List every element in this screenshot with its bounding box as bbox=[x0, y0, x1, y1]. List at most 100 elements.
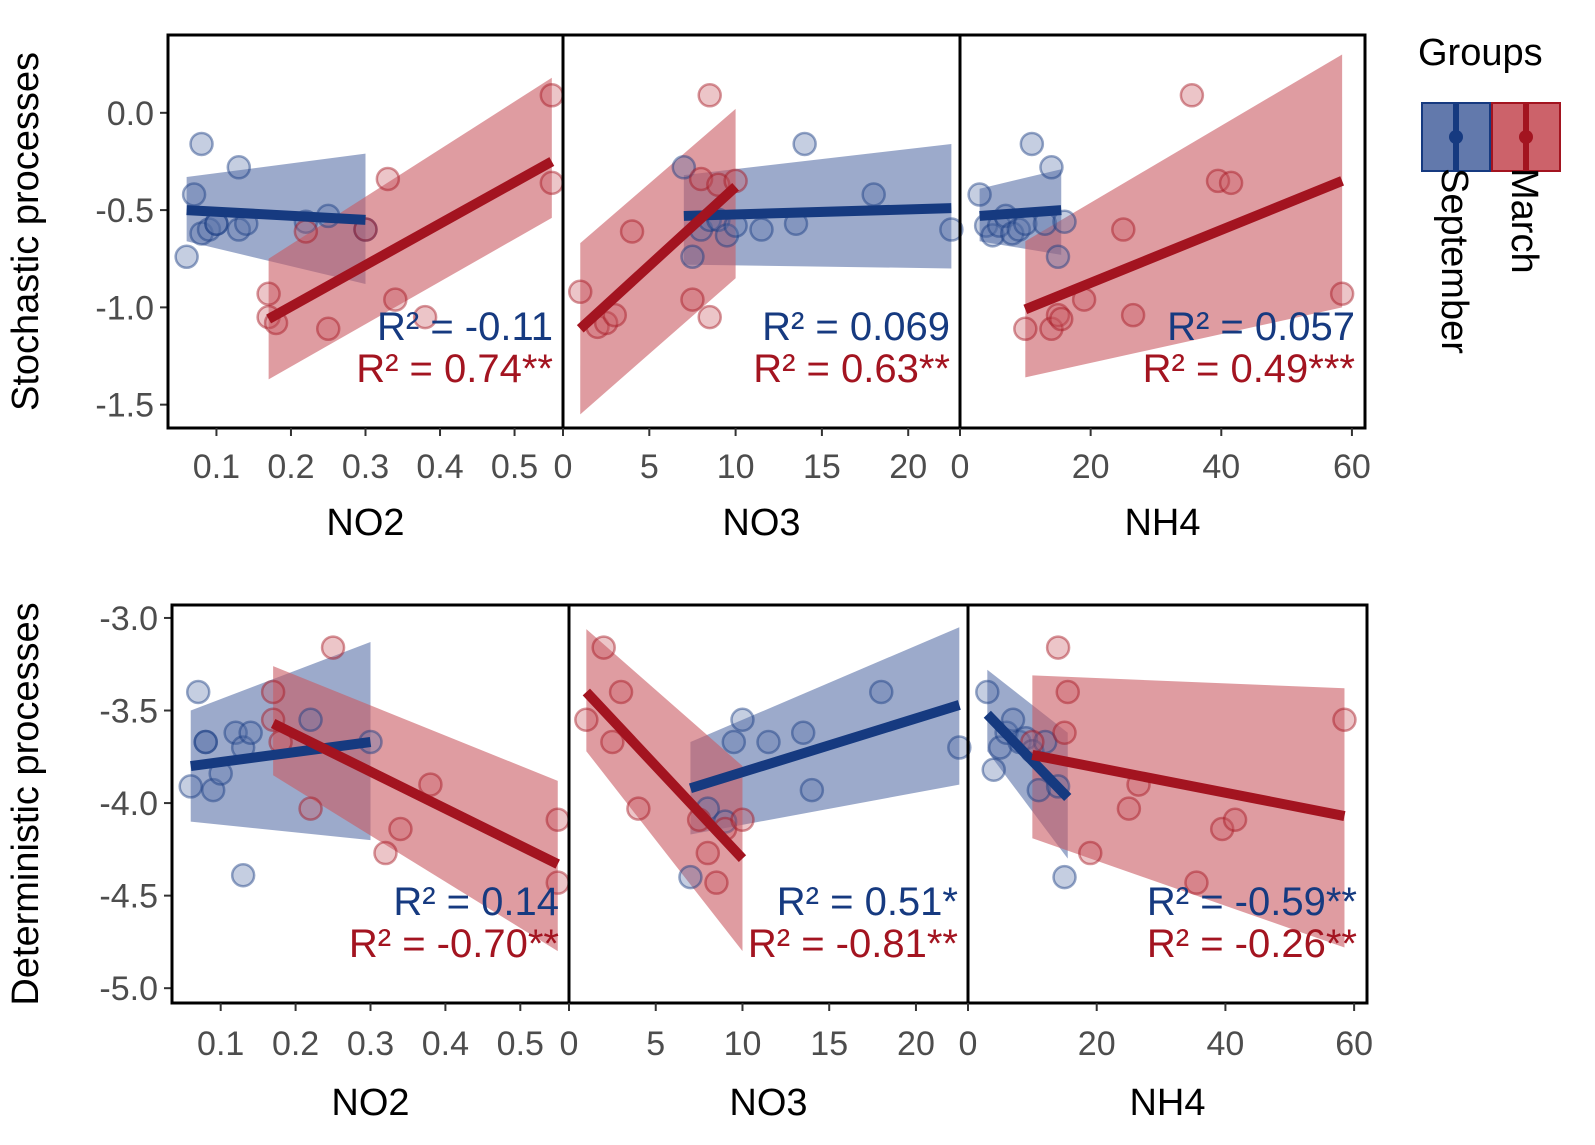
data-point-september bbox=[678, 864, 703, 890]
data-point-march bbox=[730, 807, 755, 832]
data-point-september bbox=[939, 217, 964, 242]
x-axis-title: NO2 bbox=[326, 502, 404, 544]
r2-label-march: R² = -0.26** bbox=[1147, 922, 1357, 966]
data-point-march bbox=[1052, 720, 1077, 745]
x-tick-label: 0 bbox=[951, 448, 970, 486]
confidence-band-september bbox=[690, 627, 960, 835]
y-tick-label: -1.0 bbox=[95, 289, 154, 327]
data-point-march bbox=[256, 281, 281, 307]
x-tick-label: 0.1 bbox=[193, 448, 240, 486]
y-tick-label: -4.5 bbox=[99, 878, 158, 916]
legend-title: Groups bbox=[1418, 32, 1543, 74]
data-point-september bbox=[238, 720, 263, 745]
data-point-september bbox=[196, 217, 222, 242]
data-point-september bbox=[181, 182, 207, 207]
regression-line-september bbox=[186, 205, 366, 225]
x-tick-label: 5 bbox=[640, 448, 659, 486]
data-point-march bbox=[602, 302, 628, 328]
y-tick-label: -4.0 bbox=[99, 785, 158, 823]
data-point-march bbox=[412, 304, 438, 330]
regression-line-march bbox=[1023, 176, 1345, 314]
x-axis-title: NH4 bbox=[1129, 1082, 1205, 1124]
data-point-september bbox=[975, 679, 1000, 705]
x-tick-label: 0.3 bbox=[342, 448, 389, 486]
data-point-september bbox=[714, 223, 740, 248]
x-tick-label: 5 bbox=[646, 1025, 665, 1063]
data-point-september bbox=[223, 720, 248, 745]
regression-line-march bbox=[576, 183, 739, 333]
data-point-september bbox=[230, 863, 256, 888]
data-point-march bbox=[1049, 306, 1074, 332]
data-point-september bbox=[1006, 217, 1032, 242]
confidence-band-march bbox=[1032, 675, 1345, 948]
data-point-september bbox=[185, 679, 211, 705]
x-tick-label: 0 bbox=[560, 1025, 579, 1063]
y-axis-title: Deterministic processes bbox=[5, 602, 47, 1005]
data-point-march bbox=[1222, 807, 1248, 832]
x-axis-title: NO3 bbox=[729, 1082, 807, 1124]
data-point-march bbox=[1184, 870, 1209, 895]
x-tick-label: 15 bbox=[810, 1025, 848, 1063]
data-point-march bbox=[697, 304, 722, 330]
y-tick-label: -5.0 bbox=[99, 970, 158, 1008]
x-tick-label: 15 bbox=[803, 448, 841, 486]
x-tick-label: 20 bbox=[889, 448, 927, 486]
panel-no3: 0 5 10 15 20 NO3 R² = 0.51*R² = -0.81** bbox=[560, 603, 972, 1124]
data-point-march bbox=[293, 219, 319, 244]
x-tick-label: 0.5 bbox=[491, 448, 538, 486]
x-tick-label: 60 bbox=[1335, 1025, 1373, 1063]
data-point-september bbox=[730, 707, 755, 733]
confidence-band-march bbox=[273, 666, 558, 952]
data-point-september bbox=[193, 729, 218, 755]
x-tick-label: 20 bbox=[1072, 448, 1110, 486]
confidence-band-march bbox=[268, 77, 552, 380]
x-tick-label: 10 bbox=[717, 448, 755, 486]
confidence-band-september bbox=[683, 143, 952, 269]
data-point-march bbox=[315, 316, 341, 342]
panel-nh4: 0 20 40 60 NH4 R² = -0.59**R² = -0.26** bbox=[959, 603, 1373, 1124]
regression-line-march bbox=[270, 718, 560, 869]
data-point-march bbox=[1078, 840, 1103, 866]
data-point-september bbox=[749, 217, 774, 242]
y-tick-label: -1.5 bbox=[95, 387, 154, 425]
data-point-march bbox=[373, 840, 398, 866]
data-point-march bbox=[320, 635, 346, 660]
data-point-march bbox=[574, 707, 599, 733]
data-point-march bbox=[388, 816, 413, 842]
x-tick-label: 60 bbox=[1333, 448, 1371, 486]
data-point-march bbox=[1116, 796, 1142, 821]
data-point-september bbox=[680, 244, 705, 270]
data-point-march bbox=[1209, 816, 1235, 842]
data-point-march bbox=[1055, 679, 1080, 705]
data-point-september bbox=[174, 244, 199, 270]
r2-label-september: R² = -0.11 bbox=[377, 305, 553, 349]
x-tick-label: 0.4 bbox=[416, 448, 463, 486]
data-point-march bbox=[1329, 281, 1355, 307]
confidence-band-march bbox=[586, 629, 743, 952]
x-tick-label: 0.5 bbox=[497, 1025, 544, 1063]
data-point-march bbox=[1205, 168, 1231, 194]
panel-frame bbox=[958, 33, 1367, 430]
data-point-september bbox=[1045, 244, 1071, 270]
data-point-march bbox=[1120, 302, 1146, 328]
r2-label-march: R² = 0.63** bbox=[753, 347, 950, 391]
x-tick-label: 0.3 bbox=[347, 1025, 394, 1063]
confidence-band-march bbox=[1025, 54, 1343, 378]
data-point-march bbox=[568, 279, 593, 305]
data-point-march bbox=[375, 166, 401, 192]
data-point-march bbox=[626, 796, 651, 821]
r2-label-march: R² = 0.49*** bbox=[1143, 347, 1355, 391]
data-point-september bbox=[1019, 131, 1045, 157]
regression-line-september bbox=[190, 737, 372, 772]
data-point-march bbox=[260, 679, 286, 705]
y-tick-label: -0.5 bbox=[95, 192, 154, 230]
regression-line-september bbox=[683, 203, 952, 221]
data-point-september bbox=[1052, 209, 1077, 235]
data-point-september bbox=[226, 155, 252, 180]
data-point-september bbox=[980, 223, 1005, 248]
data-point-september bbox=[721, 729, 747, 755]
data-point-september bbox=[193, 729, 218, 755]
data-point-september bbox=[298, 707, 323, 733]
data-point-march bbox=[1218, 170, 1244, 196]
